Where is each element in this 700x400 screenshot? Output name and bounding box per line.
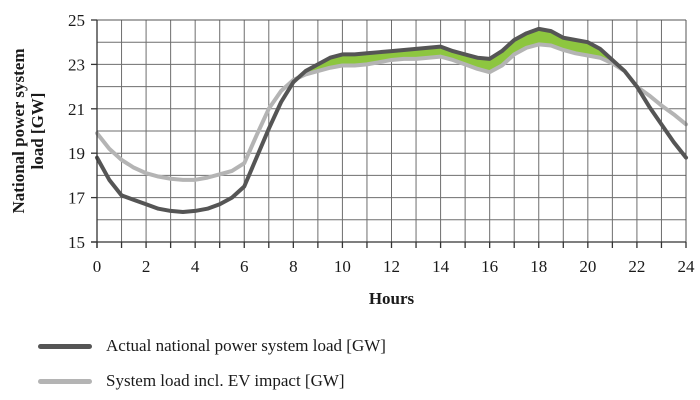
x-tick-label: 24 [678,257,696,276]
legend-item-actual-load: Actual national power system load [GW] [38,336,386,356]
series-line-ev-load [95,42,688,182]
x-tick-label: 14 [432,257,450,276]
x-tick-label: 10 [334,257,351,276]
y-axis-title-line: National power system [9,49,28,214]
x-tick-label: 4 [191,257,200,276]
x-tick-label: 18 [530,257,547,276]
y-tick-label: 25 [68,11,85,30]
x-tick-label: 8 [289,257,298,276]
y-tick-labels: 15 17 19 21 23 25 [68,11,86,252]
y-tick-label: 19 [68,144,85,163]
legend-label-ev: System load incl. EV impact [GW] [106,371,345,390]
legend-swatch-ev [38,378,92,384]
series-lines [95,26,688,215]
y-axis-title-line: load [GW] [28,93,47,170]
x-axis-title: Hours [369,289,415,308]
x-tick-label: 20 [579,257,596,276]
x-tick-label: 2 [142,257,151,276]
axes [91,19,687,248]
x-tick-label: 12 [383,257,400,276]
y-tick-label: 23 [68,55,85,74]
y-axis-title: National power system load [GW] [9,49,47,214]
x-tick-label: 0 [93,257,102,276]
y-tick-label: 15 [68,233,85,252]
x-tick-label: 6 [240,257,249,276]
y-tick-label: 17 [68,189,86,208]
y-tick-label: 21 [68,100,85,119]
series-line-actual-load [95,26,688,215]
grid [97,20,686,242]
legend-swatch-actual [38,343,92,349]
x-tick-label: 16 [481,257,498,276]
legend-item-ev-load: System load incl. EV impact [GW] [38,371,345,391]
x-tick-label: 22 [628,257,645,276]
x-tick-labels: 0 2 4 6 8 10 12 14 16 18 20 22 24 [93,257,695,276]
legend-label-actual: Actual national power system load [GW] [106,336,386,355]
